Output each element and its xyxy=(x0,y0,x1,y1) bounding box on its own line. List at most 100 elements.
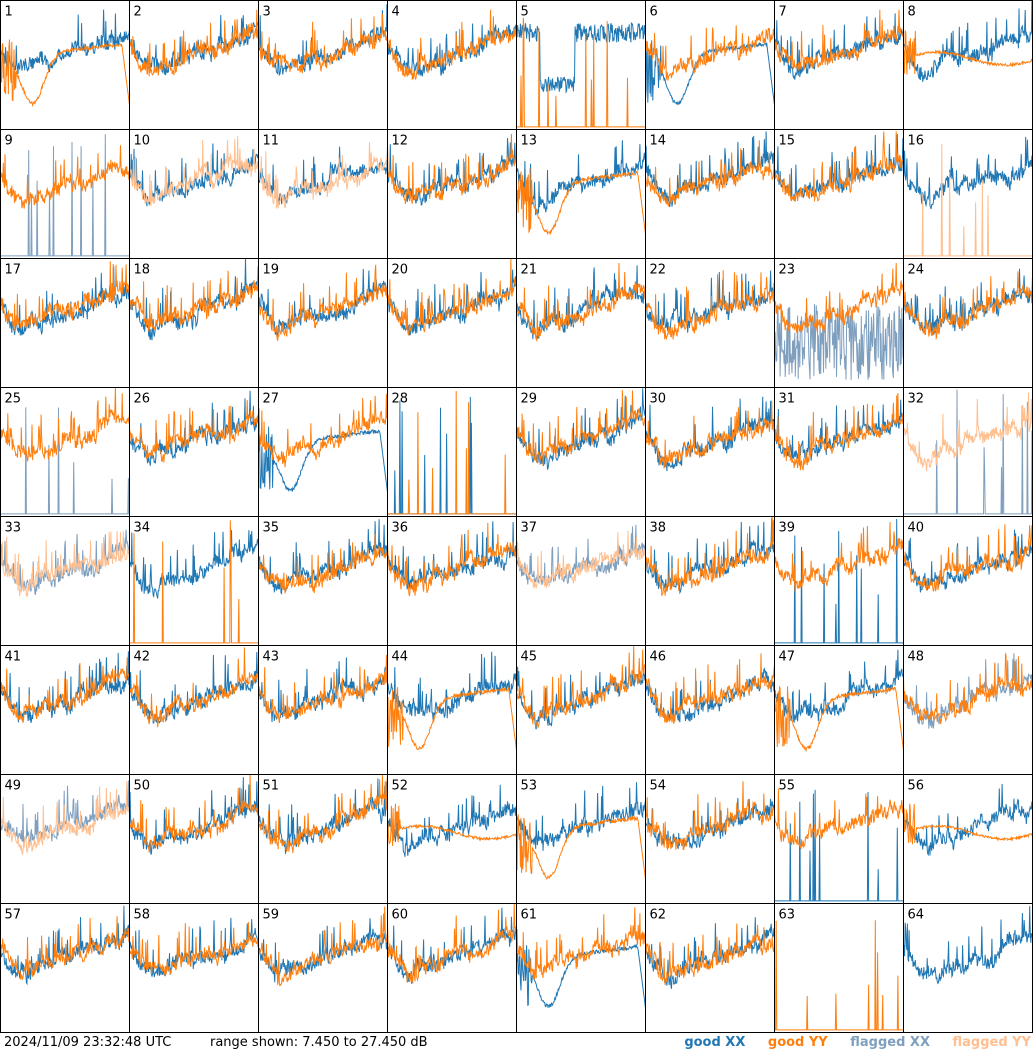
panel-40-xx-line xyxy=(903,529,1033,593)
panel-30-xx-line xyxy=(645,396,775,472)
panel-39-label: 39 xyxy=(779,521,796,536)
panel-41: 41 xyxy=(0,645,130,775)
panel-51-yy-line xyxy=(258,774,388,854)
panel-42: 42 xyxy=(129,645,259,775)
panel-1-label: 1 xyxy=(5,5,13,20)
panel-30-yy-line xyxy=(645,400,775,469)
panel-30-label: 30 xyxy=(650,392,667,407)
panel-1: 1 xyxy=(0,0,130,130)
panel-64-xx-line xyxy=(903,906,1033,985)
panel-9-label: 9 xyxy=(5,134,13,149)
panel-28-border xyxy=(387,387,517,517)
panel-33-yy-line xyxy=(0,531,130,597)
panel-30: 30 xyxy=(645,387,775,517)
panel-2-xx-line xyxy=(129,14,259,76)
panel-13: 13 xyxy=(516,129,646,259)
panel-13-border xyxy=(516,129,646,259)
panel-52-yy-line xyxy=(387,803,517,847)
panel-63-yy-line xyxy=(774,920,904,1031)
panel-22-yy-line xyxy=(645,270,775,341)
panel-3-yy-line xyxy=(258,13,388,74)
panel-55-xx-line xyxy=(774,789,904,902)
panel-17: 17 xyxy=(0,258,130,388)
panel-52-xx-line xyxy=(387,784,517,857)
panel-23-yy-line xyxy=(774,262,904,333)
panel-57: 57 xyxy=(0,903,130,1033)
panel-29-label: 29 xyxy=(521,392,538,407)
panel-54: 54 xyxy=(645,774,775,904)
panel-36: 36 xyxy=(387,516,517,646)
panel-11-label: 11 xyxy=(263,134,280,149)
panel-26-label: 26 xyxy=(134,392,151,407)
panel-25-xx-line xyxy=(0,407,130,515)
panel-39-xx-line xyxy=(774,518,904,644)
panel-63-label: 63 xyxy=(779,908,796,923)
panel-63-border xyxy=(774,903,904,1033)
panel-13-label: 13 xyxy=(521,134,538,149)
panel-59-label: 59 xyxy=(263,908,280,923)
panel-33: 33 xyxy=(0,516,130,646)
panel-50-border xyxy=(129,774,259,904)
panel-21: 21 xyxy=(516,258,646,388)
panel-27-label: 27 xyxy=(263,392,280,407)
legend-good-xx: good XX xyxy=(684,1035,746,1050)
panel-48: 48 xyxy=(903,645,1033,775)
panel-2: 2 xyxy=(129,0,259,130)
panel-31-xx-line xyxy=(774,399,904,461)
panel-45-border xyxy=(516,645,646,775)
panel-32-yy-line xyxy=(903,392,1033,472)
panel-19-yy-line xyxy=(258,264,388,341)
panel-50-xx-line xyxy=(129,777,259,855)
panel-20: 20 xyxy=(387,258,517,388)
panel-39: 39 xyxy=(774,516,904,646)
panel-11: 11 xyxy=(258,129,388,259)
panel-13-yy-line xyxy=(516,168,646,236)
panel-56: 56 xyxy=(903,774,1033,904)
panel-27-yy-line xyxy=(258,393,388,468)
panel-55-label: 55 xyxy=(779,779,796,794)
panel-61: 61 xyxy=(516,903,646,1033)
panel-16-xx-line xyxy=(903,136,1033,210)
panel-21-yy-line xyxy=(516,262,646,343)
panel-64: 64 xyxy=(903,903,1033,1033)
panel-47: 47 xyxy=(774,645,904,775)
panel-57-yy-line xyxy=(0,916,130,980)
panel-59-yy-line xyxy=(258,906,388,987)
panel-45: 45 xyxy=(516,645,646,775)
panel-25-yy-line xyxy=(0,387,130,462)
panel-20-yy-line xyxy=(387,258,517,336)
panel-19: 19 xyxy=(258,258,388,388)
panel-38: 38 xyxy=(645,516,775,646)
panel-33-label: 33 xyxy=(5,521,22,536)
panel-53-yy-line xyxy=(516,814,646,880)
panel-28-label: 28 xyxy=(392,392,409,407)
panel-7: 7 xyxy=(774,0,904,130)
panel-44: 44 xyxy=(387,645,517,775)
panel-37-label: 37 xyxy=(521,521,538,536)
panel-5-xx-line xyxy=(516,21,646,94)
panel-10-label: 10 xyxy=(134,134,151,149)
panel-40: 40 xyxy=(903,516,1033,646)
panel-8: 8 xyxy=(903,0,1033,130)
panel-21-label: 21 xyxy=(521,263,538,278)
panel-24-label: 24 xyxy=(908,263,925,278)
panel-35-xx-line xyxy=(258,519,388,595)
panel-26-border xyxy=(129,387,259,517)
panel-43-yy-line xyxy=(258,654,388,724)
panel-35-label: 35 xyxy=(263,521,280,536)
panel-55: 55 xyxy=(774,774,904,904)
panel-51: 51 xyxy=(258,774,388,904)
panel-22-label: 22 xyxy=(650,263,667,278)
panel-60-border xyxy=(387,903,517,1033)
panel-53: 53 xyxy=(516,774,646,904)
panel-27-border xyxy=(258,387,388,517)
panel-47-yy-line xyxy=(774,686,904,753)
panel-9-border xyxy=(0,129,130,259)
panel-59-xx-line xyxy=(258,918,388,983)
panel-56-yy-line xyxy=(903,803,1033,845)
panel-42-yy-line xyxy=(129,647,259,728)
panel-17-yy-line xyxy=(0,261,130,332)
panel-18-yy-line xyxy=(129,266,259,332)
panel-48-label: 48 xyxy=(908,650,925,665)
